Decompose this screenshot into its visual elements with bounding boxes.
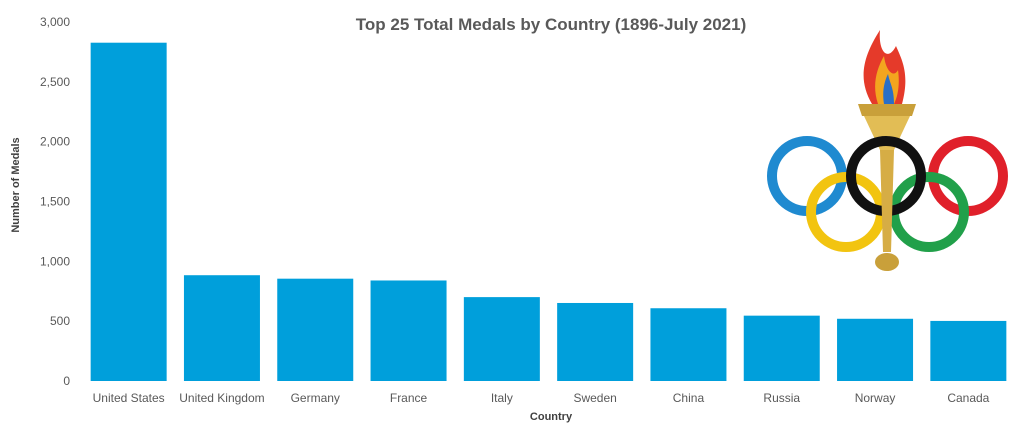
torch-cup	[858, 104, 916, 116]
x-tick-label: Italy	[491, 391, 513, 405]
x-tick-label: Germany	[291, 391, 340, 405]
bar-norway	[837, 318, 914, 381]
y-axis-ticks: 0 500 1,000 1,500 2,000 2,500 3,000	[40, 15, 70, 388]
x-tick-label: Russia	[763, 391, 800, 405]
y-tick-label: 500	[50, 314, 70, 328]
olympic-rings-and-torch-icon	[767, 30, 1008, 271]
x-tick-label: United Kingdom	[179, 391, 264, 405]
x-tick-label: Norway	[855, 391, 896, 405]
x-tick-label: France	[390, 391, 428, 405]
y-tick-label: 3,000	[40, 15, 70, 29]
bar-russia	[743, 315, 820, 381]
x-axis-title: Country	[530, 411, 573, 423]
bar-canada	[930, 320, 1007, 381]
y-tick-label: 2,000	[40, 135, 70, 149]
y-tick-label: 1,500	[40, 195, 70, 209]
y-tick-label: 2,500	[40, 75, 70, 89]
bars-group	[90, 42, 1007, 381]
bar-sweden	[557, 302, 634, 381]
bar-united-states	[90, 42, 167, 381]
chart-title: Top 25 Total Medals by Country (1896-Jul…	[356, 15, 746, 34]
x-tick-label: Sweden	[573, 391, 616, 405]
y-tick-label: 0	[63, 374, 70, 388]
bar-united-kingdom	[183, 275, 260, 381]
bar-china	[650, 308, 727, 381]
x-axis-ticks: United States United Kingdom Germany France…	[93, 391, 990, 405]
bar-germany	[277, 278, 354, 381]
bar-italy	[463, 297, 540, 381]
x-tick-label: United States	[93, 391, 165, 405]
bar-france	[370, 280, 447, 381]
torch-handle	[880, 150, 894, 252]
x-tick-label: Canada	[947, 391, 989, 405]
x-tick-label: China	[673, 391, 705, 405]
y-axis-title: Number of Medals	[10, 137, 22, 232]
y-tick-label: 1,000	[40, 254, 70, 268]
